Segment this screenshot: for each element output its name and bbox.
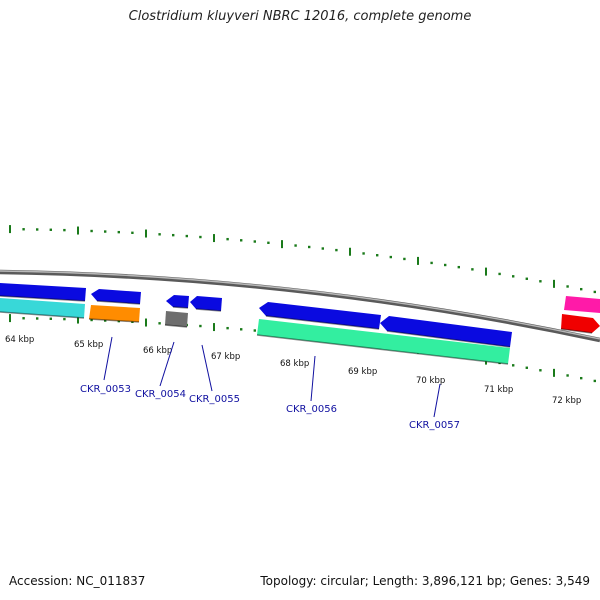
gene-arrow-blue-ckr0053[interactable] (91, 289, 141, 304)
ruler-label-67kbp: 67 kbp (211, 352, 240, 362)
gene-labels: CKR_0053 CKR_0054 CKR_0055 CKR_0056 CKR_… (80, 384, 460, 431)
gene-block-cyan-left[interactable] (0, 298, 85, 318)
gene-block-gray[interactable] (165, 311, 188, 327)
gene-label-ckr0054[interactable]: CKR_0054 (135, 389, 186, 400)
gene-label-ckr0055[interactable]: CKR_0055 (189, 394, 240, 405)
ruler-label-68kbp: 68 kbp (280, 359, 309, 369)
gene-arrow-red-right[interactable] (561, 314, 600, 333)
outer-tick-row (9, 225, 596, 294)
genome-backbone-highlight (0, 270, 600, 340)
ruler-label-66kbp: 66 kbp (143, 346, 172, 356)
gene-label-ckr0056[interactable]: CKR_0056 (286, 404, 337, 415)
gene-arrow-blue-ckr0057[interactable] (380, 316, 512, 347)
leader-line-ckr0053 (103, 336, 113, 381)
gene-block-orange[interactable] (89, 305, 140, 322)
ruler-label-65kbp: 65 kbp (74, 340, 103, 350)
accession-label: Accession: NC_011837 (9, 574, 146, 588)
ruler-label-70kbp: 70 kbp (416, 376, 445, 386)
leader-line-ckr0054 (159, 341, 175, 387)
leader-line-ckr0056 (310, 355, 316, 402)
map-title: Clostridium kluyveri NBRC 12016, complet… (128, 9, 472, 24)
ruler-label-72kbp: 72 kbp (552, 396, 581, 406)
gene-arrow-blue-ckr0055[interactable] (190, 296, 222, 311)
gene-block-mint[interactable] (257, 319, 510, 364)
ruler-label-64kbp: 64 kbp (5, 335, 34, 345)
gene-features (0, 283, 600, 365)
gene-arrow-blue-ckr0056[interactable] (259, 302, 381, 329)
genome-backbone (0, 269, 600, 343)
ruler-label-69kbp: 69 kbp (348, 367, 377, 377)
gene-shadow-edges (0, 295, 593, 365)
leader-line-ckr0057 (433, 383, 441, 418)
gene-arrow-blue-ckr0054[interactable] (166, 295, 189, 308)
gene-leader-lines (103, 336, 441, 418)
gene-arrow-pink-right[interactable] (564, 296, 600, 313)
gene-arrow-blue-left[interactable] (0, 283, 86, 301)
leader-line-ckr0055 (201, 344, 213, 392)
gene-label-ckr0057[interactable]: CKR_0057 (409, 420, 460, 431)
genome-summary-label: Topology: circular; Length: 3,896,121 bp… (260, 574, 590, 588)
ruler-labels: 64 kbp 65 kbp 66 kbp 67 kbp 68 kbp 69 kb… (5, 335, 581, 406)
gene-label-ckr0053[interactable]: CKR_0053 (80, 384, 131, 395)
ruler-label-71kbp: 71 kbp (484, 385, 513, 395)
